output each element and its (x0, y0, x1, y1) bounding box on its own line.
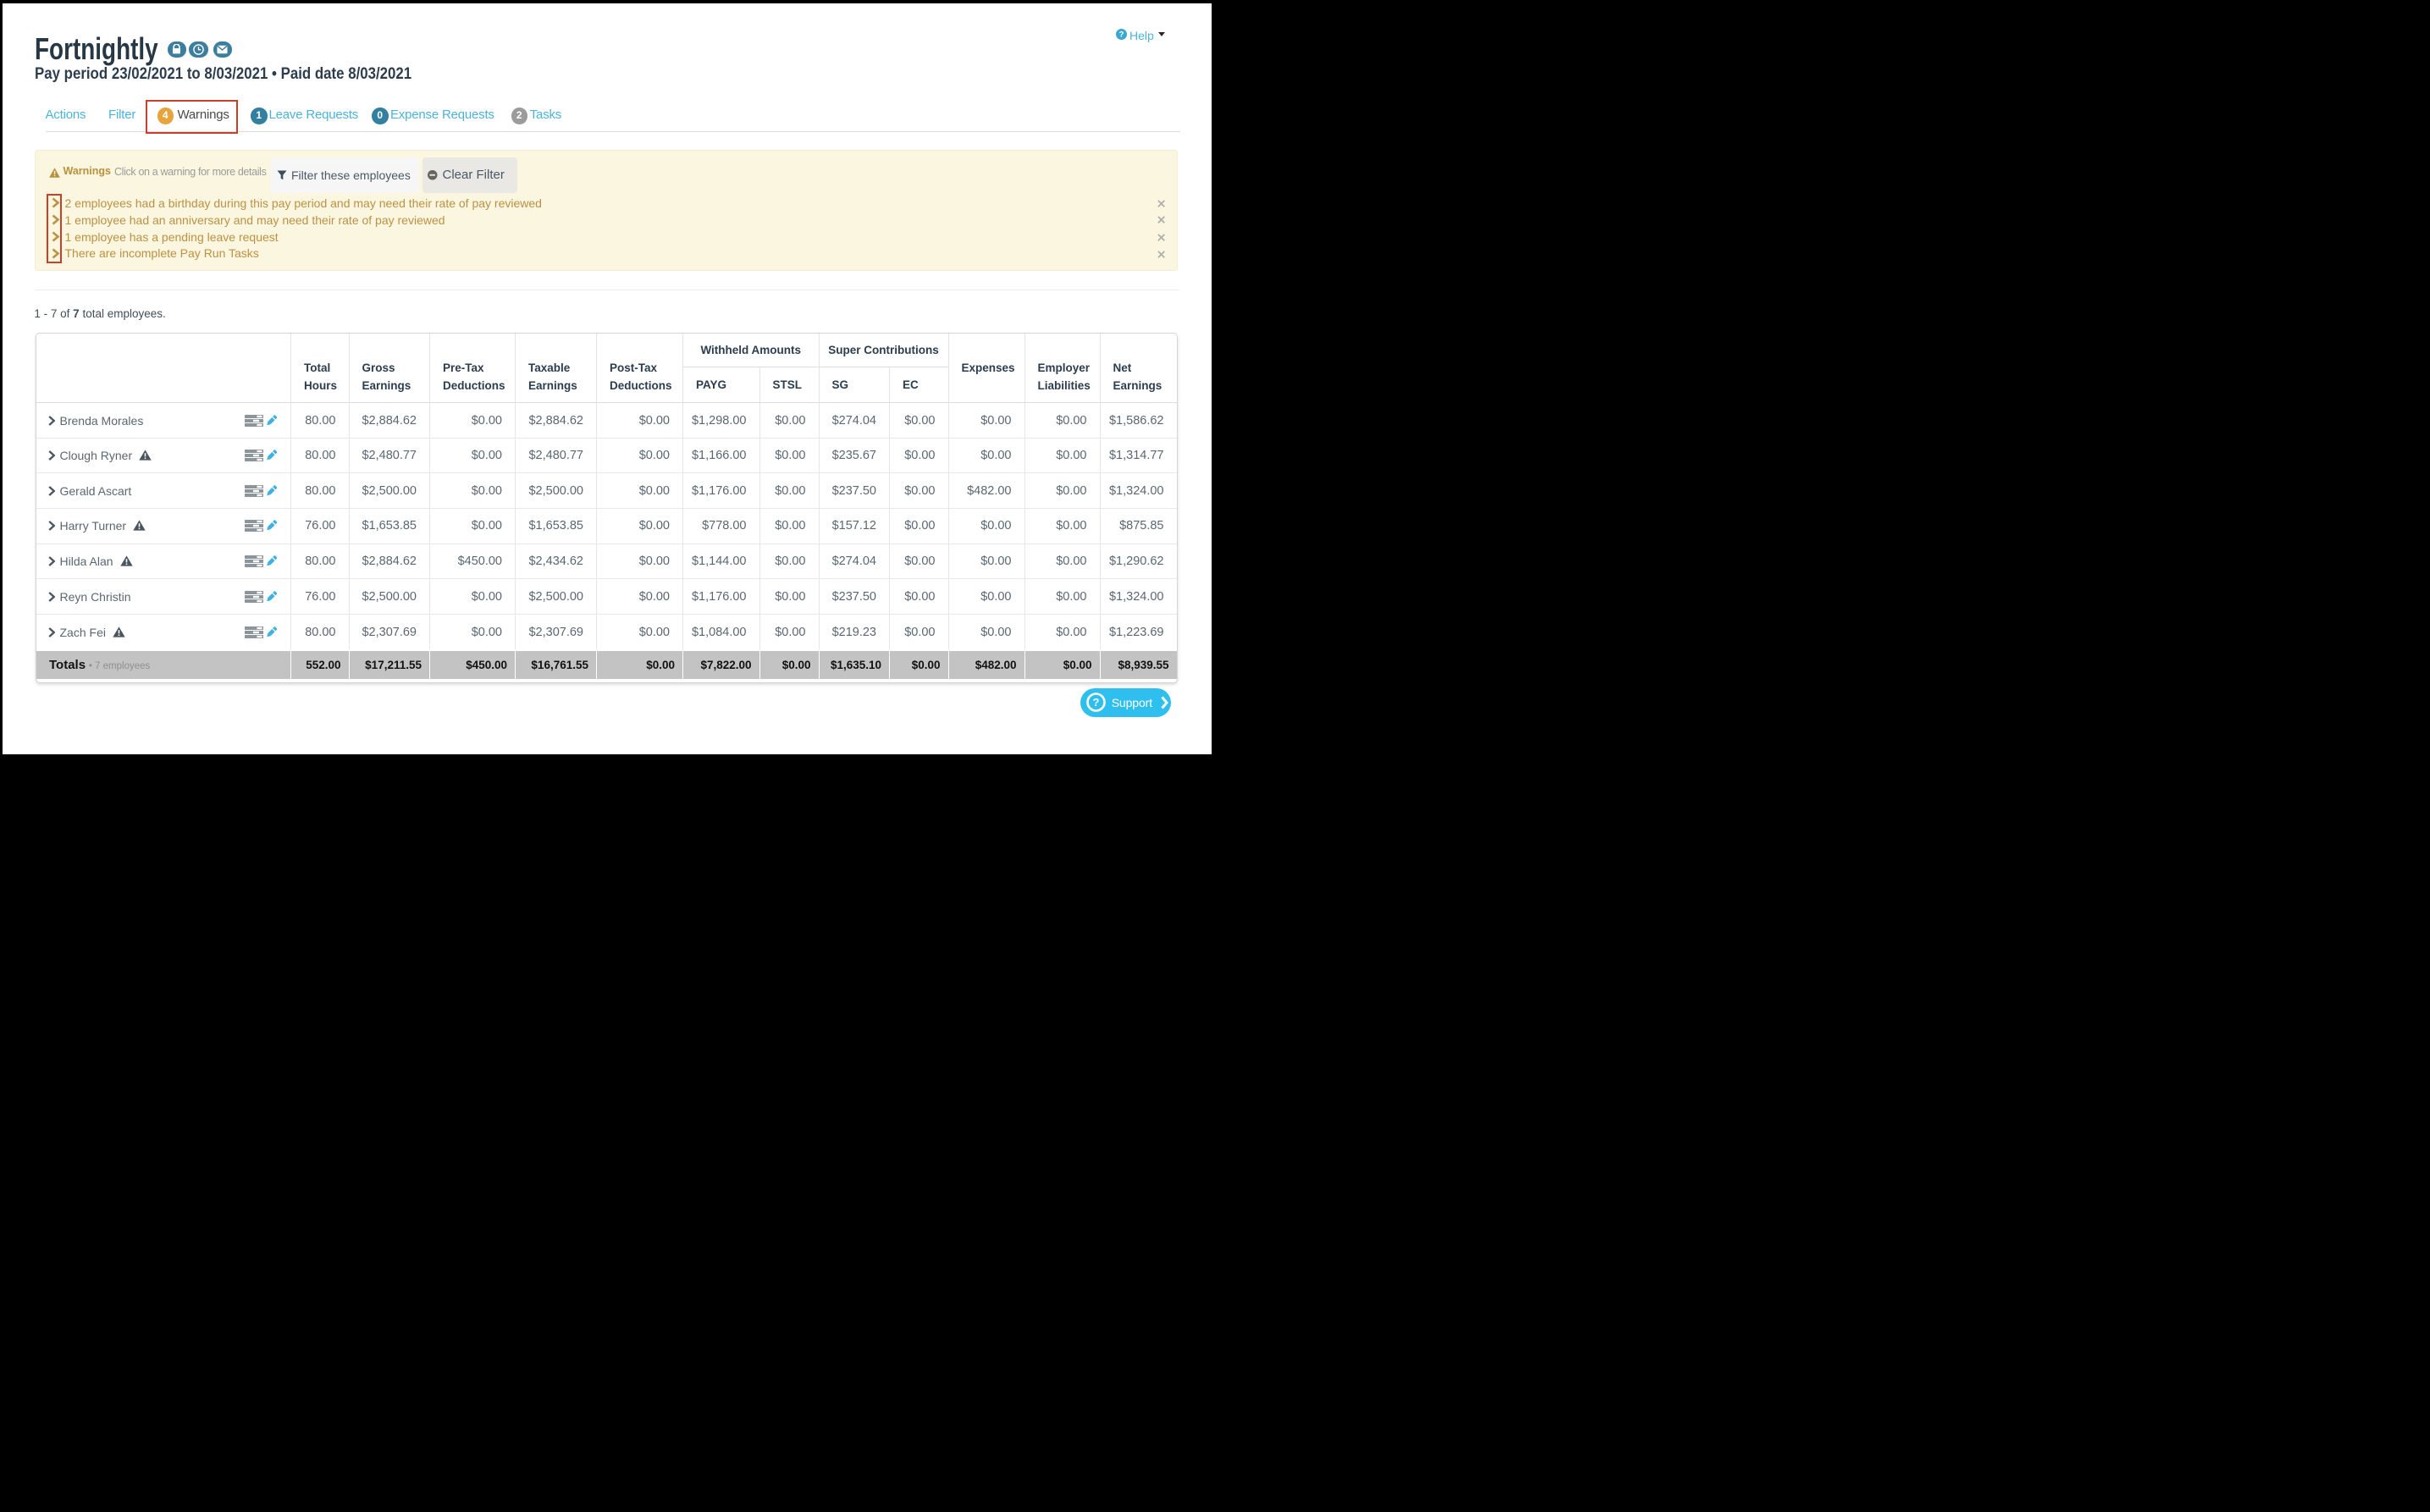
svg-text:?: ? (1118, 30, 1124, 39)
svg-text:?: ? (1092, 697, 1099, 709)
